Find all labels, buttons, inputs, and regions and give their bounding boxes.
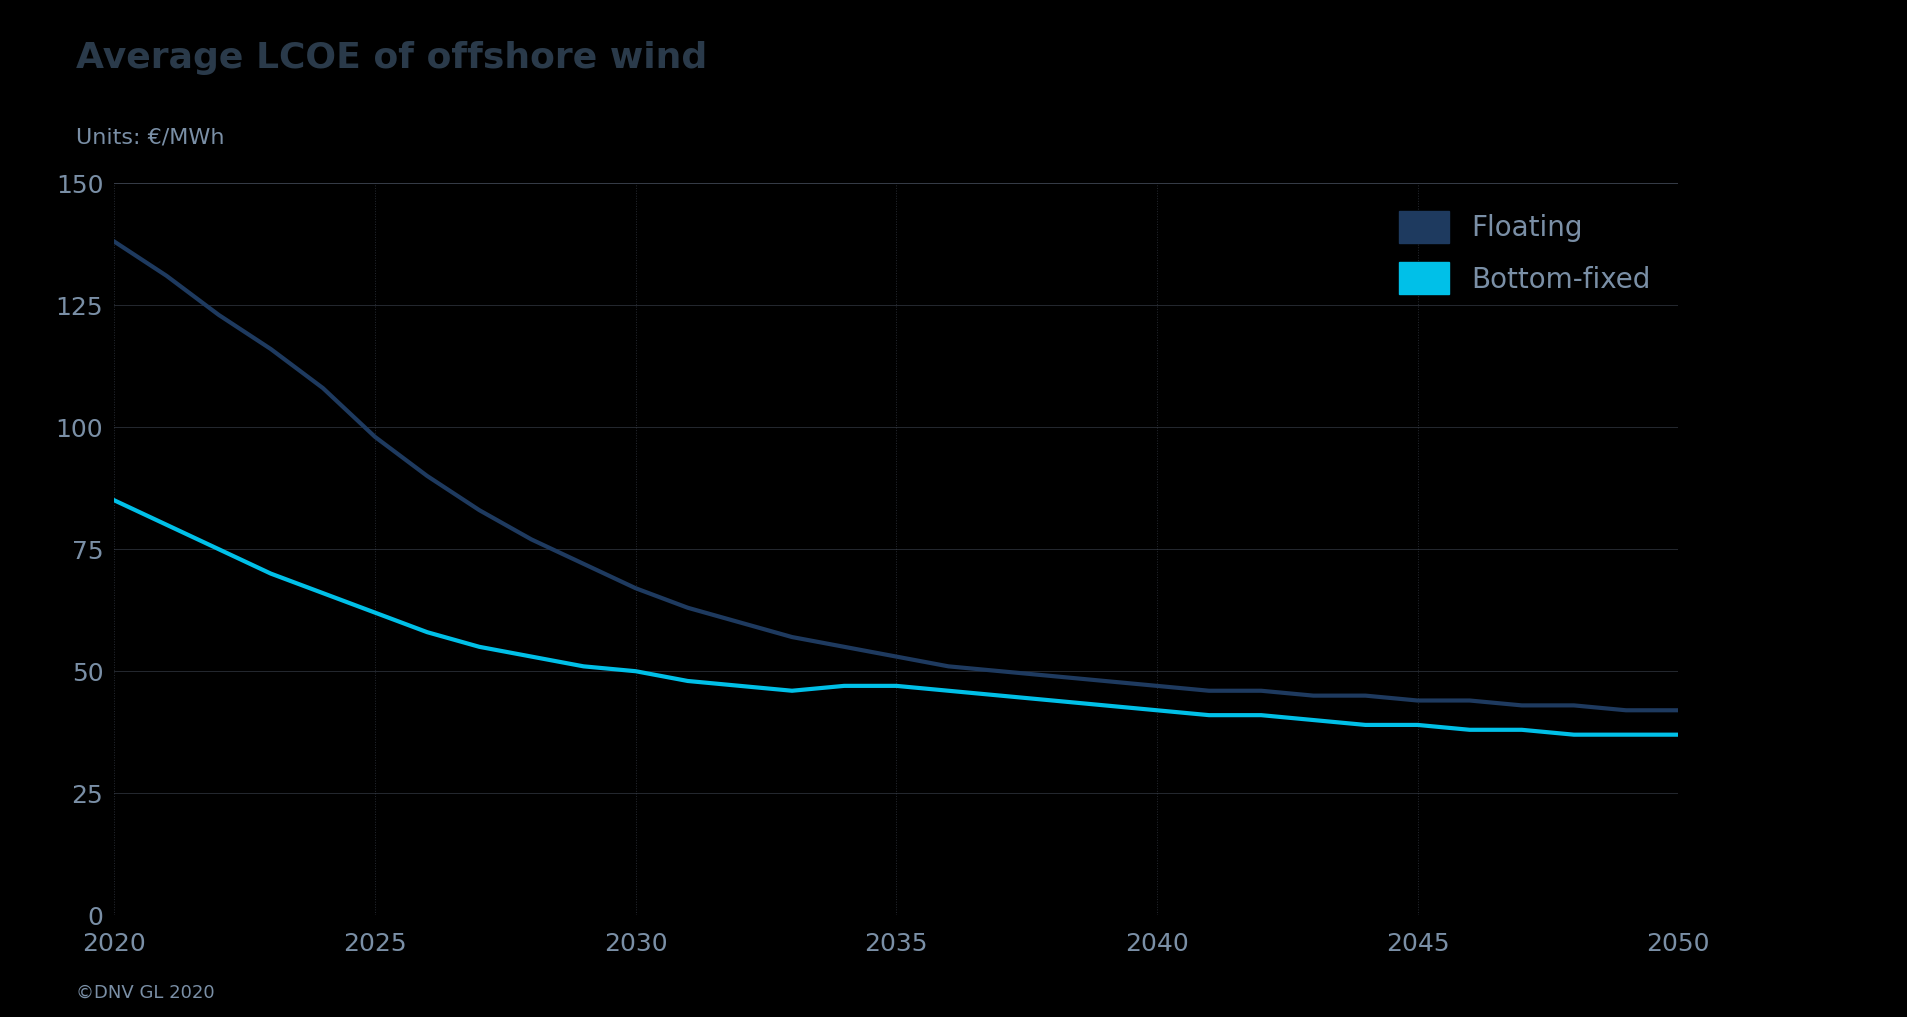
Text: Average LCOE of offshore wind: Average LCOE of offshore wind (76, 41, 707, 74)
Legend: Floating, Bottom-fixed: Floating, Bottom-fixed (1384, 197, 1665, 308)
Text: Units: €/MWh: Units: €/MWh (76, 127, 225, 147)
Text: ©DNV GL 2020: ©DNV GL 2020 (76, 983, 215, 1002)
